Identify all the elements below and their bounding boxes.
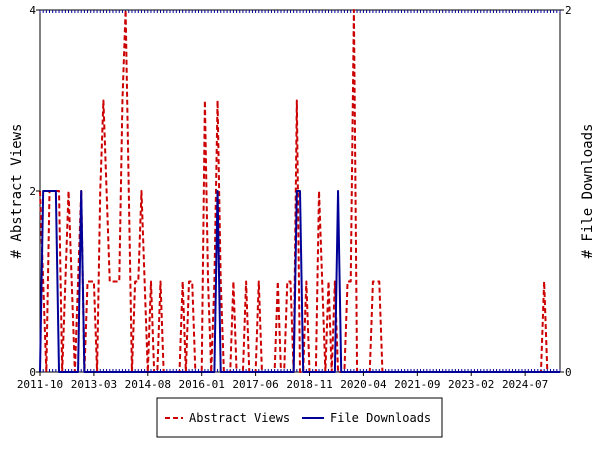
legend: Abstract Views File Downloads [156, 397, 443, 438]
y-left-tick-label: 0 [29, 366, 36, 379]
y-axis-right-title: # File Downloads [580, 124, 596, 259]
plot-area [39, 9, 561, 373]
x-tick-label: 2023-02 [448, 378, 494, 391]
x-tick-label: 2014-08 [125, 378, 171, 391]
x-tick-label: 2016-01 [179, 378, 225, 391]
x-tick-label: 2024-07 [502, 378, 548, 391]
legend-box [156, 397, 443, 438]
y-left-tick-label: 4 [29, 4, 36, 17]
x-axis-tick-labels: 2011-10 2013-03 2014-08 2016-01 2017-06 2018-… [17, 372, 548, 391]
y-axis-right-ticks: 02 [560, 4, 572, 379]
y-axis-left-ticks: 0 2 4 [29, 4, 40, 379]
y-left-tick-label: 2 [29, 185, 36, 198]
series-abstract-views-line [39, 9, 560, 373]
x-tick-label: 2021-09 [394, 378, 440, 391]
x-tick-label: 2017-06 [232, 378, 278, 391]
legend-abstract-views-label: Abstract Views [189, 411, 290, 425]
series-file-downloads-line [39, 190, 560, 373]
x-tick-label: 2020-04 [340, 378, 387, 391]
legend-file-downloads-label: File Downloads [330, 411, 431, 425]
y-axis-left-title: # Abstract Views [9, 124, 25, 259]
y-right-tick-label: 2 [565, 4, 572, 17]
x-tick-label: 2018-11 [286, 378, 332, 391]
x-tick-label: 2011-10 [17, 378, 63, 391]
y-right-tick-label: 0 [565, 366, 572, 379]
series-layer [39, 9, 560, 373]
x-tick-label: 2013-03 [71, 378, 117, 391]
